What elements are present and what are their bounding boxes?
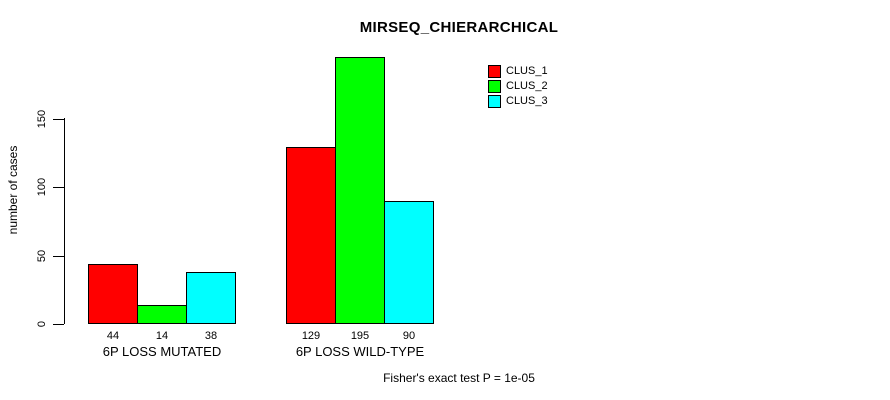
legend-item-clus3: CLUS_3 <box>488 94 548 108</box>
bar-clus3-mutated <box>186 271 236 324</box>
bar-clus3-wildtype <box>384 200 434 324</box>
x-category-label-wildtype: 6P LOSS WILD-TYPE <box>295 344 425 359</box>
bar-value-label: 44 <box>106 330 120 342</box>
y-tick-mark <box>53 255 64 257</box>
chart-title: MIRSEQ_CHIERARCHICAL <box>359 19 559 36</box>
fisher-test-annotation: Fisher's exact test P = 1e-05 <box>383 371 535 385</box>
legend-swatch-clus2 <box>488 79 501 93</box>
legend-label: CLUS_1 <box>506 64 548 77</box>
legend-item-clus1: CLUS_1 <box>488 64 548 78</box>
legend-swatch-clus3 <box>488 94 501 108</box>
bar-value-label: 195 <box>350 330 370 342</box>
bar-clus1-mutated <box>88 263 138 324</box>
y-axis-label: number of cases <box>6 145 20 235</box>
y-tick-label: 0 <box>36 320 48 328</box>
legend-label: CLUS_3 <box>506 94 548 107</box>
legend-label: CLUS_2 <box>506 79 548 92</box>
bar-value-label: 38 <box>204 330 218 342</box>
bar-clus1-wildtype <box>286 147 336 324</box>
y-axis-line <box>64 118 65 324</box>
legend: CLUS_1 CLUS_2 CLUS_3 <box>488 64 548 109</box>
bar-value-label: 129 <box>301 330 321 342</box>
y-tick-mark <box>53 118 64 120</box>
y-tick-label: 100 <box>36 177 48 197</box>
bar-value-label: 14 <box>155 330 169 342</box>
y-tick-mark <box>53 324 64 325</box>
bar-clus2-wildtype <box>335 56 385 324</box>
bar-clus2-mutated <box>137 304 187 324</box>
legend-item-clus2: CLUS_2 <box>488 79 548 93</box>
y-tick-mark <box>53 187 64 188</box>
x-category-label-mutated: 6P LOSS MUTATED <box>102 344 222 359</box>
y-tick-label: 150 <box>36 109 48 128</box>
legend-swatch-clus1 <box>488 64 501 78</box>
y-tick-label: 50 <box>36 249 48 262</box>
bar-value-label: 90 <box>402 330 416 342</box>
